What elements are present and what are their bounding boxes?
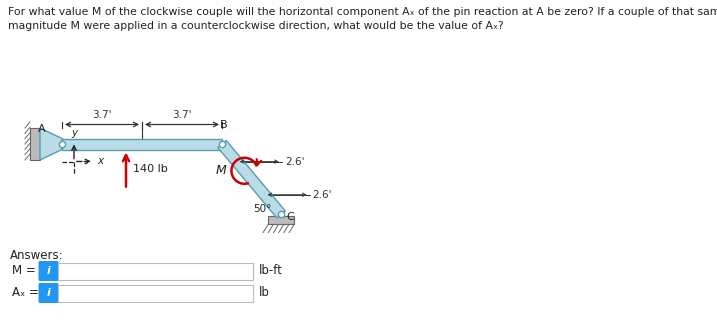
Text: lb-ft: lb-ft (259, 265, 283, 277)
Text: A: A (39, 124, 46, 134)
Bar (30, 128, 40, 160)
Polygon shape (218, 140, 285, 218)
Text: 2.6': 2.6' (285, 157, 304, 166)
Text: 2.6': 2.6' (313, 190, 332, 200)
Text: M: M (216, 164, 227, 177)
Text: M =: M = (12, 265, 36, 277)
Text: i: i (47, 288, 50, 298)
Text: B: B (220, 120, 227, 130)
Text: 3.7': 3.7' (172, 110, 191, 119)
Text: magnitude M were applied in a counterclockwise direction, what would be the valu: magnitude M were applied in a counterclo… (8, 21, 503, 31)
FancyBboxPatch shape (39, 261, 59, 281)
Text: i: i (47, 266, 50, 276)
Bar (58, 285, 253, 301)
Polygon shape (40, 128, 62, 160)
Bar (58, 263, 253, 280)
Bar (62, 139, 222, 149)
Text: 50°: 50° (253, 205, 272, 215)
Text: y: y (71, 129, 77, 139)
FancyBboxPatch shape (39, 283, 59, 303)
Text: 3.7': 3.7' (92, 110, 112, 119)
Text: C: C (286, 213, 294, 222)
Text: 140 lb: 140 lb (133, 164, 168, 174)
Text: Answers:: Answers: (10, 249, 64, 262)
Text: lb: lb (259, 287, 270, 299)
Bar (268, 216, 294, 224)
Text: For what value M of the clockwise couple will the horizontal component Aₓ of the: For what value M of the clockwise couple… (8, 7, 717, 17)
Text: x: x (97, 157, 103, 166)
Text: Aₓ =: Aₓ = (12, 287, 39, 299)
